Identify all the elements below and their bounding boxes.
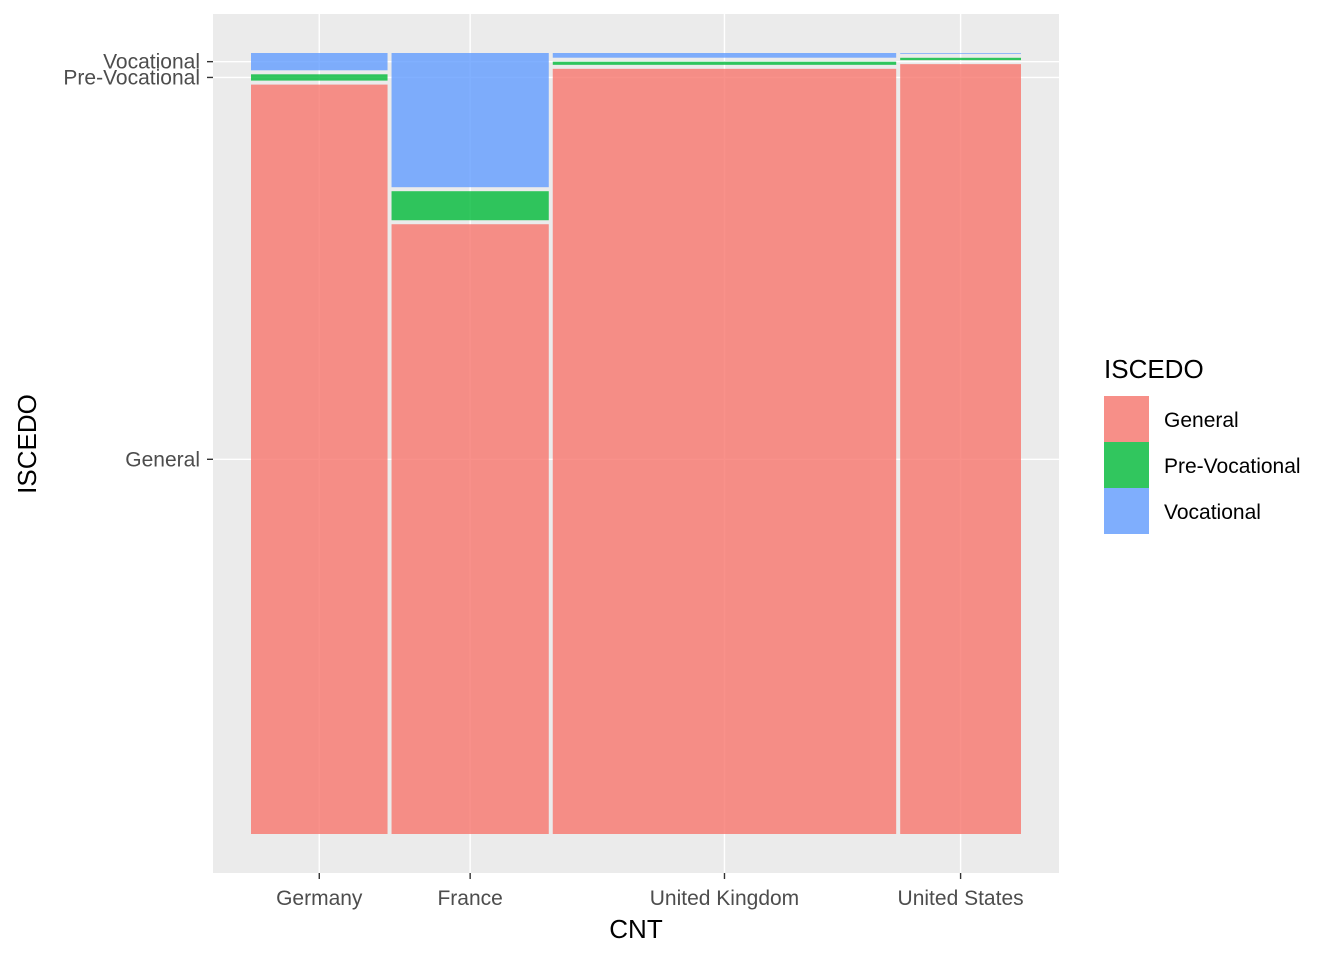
x-axis: Germany France United Kingdom United States xyxy=(276,873,1024,910)
y-axis-title: ISCEDO xyxy=(12,394,42,494)
legend-label-vocational: Vocational xyxy=(1164,501,1261,524)
legend-label-general: General xyxy=(1164,409,1239,432)
tile-france-vocational xyxy=(391,53,549,188)
legend-title: ISCEDO xyxy=(1104,354,1204,384)
y-tick-label-pre-vocational: Pre-Vocational xyxy=(63,66,200,89)
tile-germany-general xyxy=(251,84,388,834)
x-tick-label-germany: Germany xyxy=(276,887,363,910)
tile-united-states-pre-vocational xyxy=(900,57,1021,61)
tile-united-kingdom-vocational xyxy=(552,53,897,58)
x-tick-label-united-kingdom: United Kingdom xyxy=(650,887,799,910)
tile-united-states-vocational xyxy=(900,53,1021,54)
tile-france-pre-vocational xyxy=(391,191,549,221)
tile-united-kingdom-pre-vocational xyxy=(552,61,897,65)
tiles-layer xyxy=(251,53,1021,835)
y-tick-label-vocational: Vocational xyxy=(103,51,200,74)
legend-label-pre-vocational: Pre-Vocational xyxy=(1164,455,1301,478)
tile-united-states-general xyxy=(900,64,1021,834)
tile-united-kingdom-general xyxy=(552,68,897,835)
tile-germany-pre-vocational xyxy=(251,74,388,81)
legend-key-general xyxy=(1104,396,1149,442)
tile-germany-vocational xyxy=(251,53,388,71)
legend: ISCEDO General Pre-Vocational Vocational xyxy=(1104,354,1301,534)
x-axis-title: CNT xyxy=(609,914,663,944)
x-tick-label-united-states: United States xyxy=(898,887,1024,910)
legend-key-pre-vocational xyxy=(1104,442,1149,488)
y-tick-label-general: General xyxy=(125,448,200,471)
legend-key-vocational xyxy=(1104,488,1149,534)
x-tick-label-france: France xyxy=(437,887,502,910)
tile-france-general xyxy=(391,224,549,834)
